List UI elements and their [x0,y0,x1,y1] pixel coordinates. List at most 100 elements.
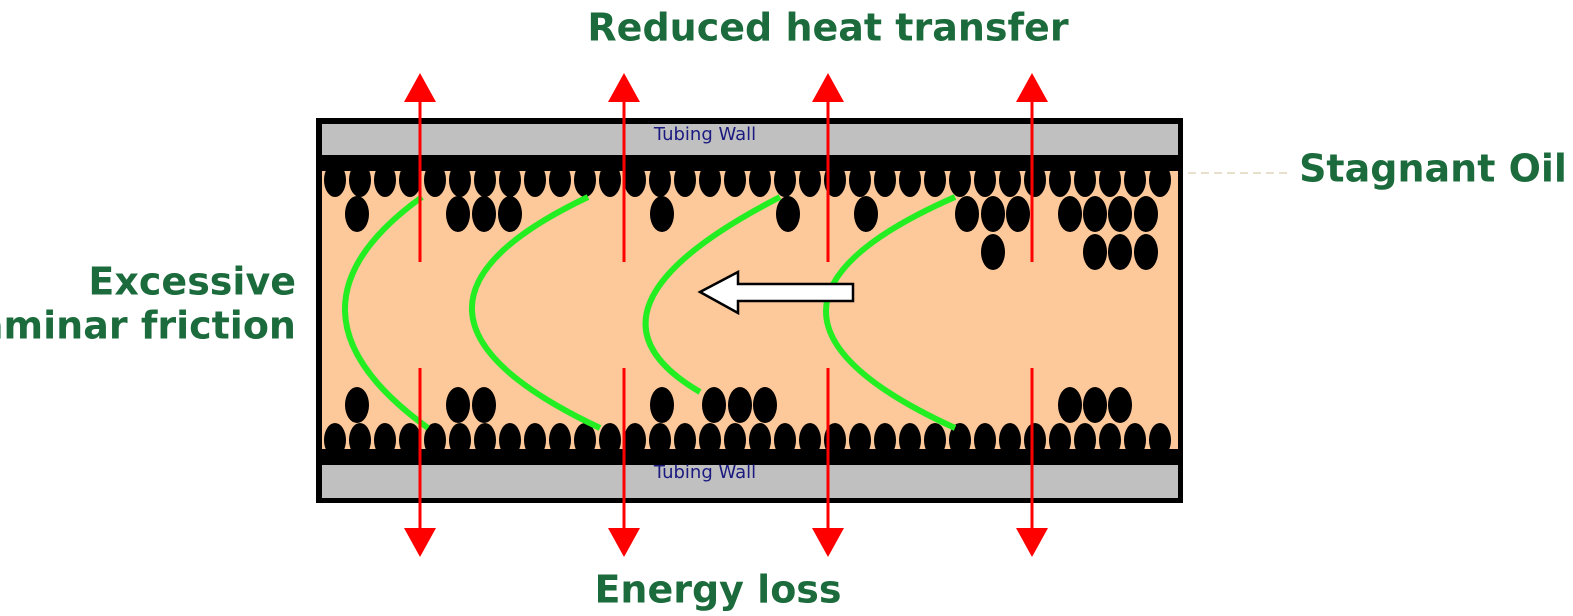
particle [624,163,646,197]
particle [324,423,346,457]
particle [324,163,346,197]
particle [474,423,496,457]
tubing-wall-top [322,124,1178,155]
particle [1134,196,1158,232]
particle [650,196,674,232]
particle [799,423,821,457]
tubing-wall-label: Tubing Wall [653,462,756,483]
particle [949,423,971,457]
particle [1083,234,1107,270]
particle [399,163,421,197]
particle [899,423,921,457]
particle [1124,423,1146,457]
particle [599,423,621,457]
particle [472,196,496,232]
particle [728,387,752,423]
particle [524,423,546,457]
particle [981,234,1005,270]
particle [1099,423,1121,457]
particle [472,387,496,423]
particle [374,423,396,457]
particle [674,423,696,457]
tubing-wall-bottom [322,465,1178,498]
particle [1108,387,1132,423]
particle [1024,423,1046,457]
particle [549,163,571,197]
particle [499,163,521,197]
left-label: Excessive [88,260,296,304]
particle [974,163,996,197]
stagnant-band-top [322,155,1178,171]
particle [749,163,771,197]
particle [974,423,996,457]
particle [424,423,446,457]
particle [624,423,646,457]
heat-arrow-head [608,528,640,557]
particle [549,423,571,457]
particle [1024,163,1046,197]
particle [924,163,946,197]
particle [1124,163,1146,197]
heat-arrow-head [812,73,844,102]
particle [1099,163,1121,197]
particle [854,196,878,232]
particle [1083,387,1107,423]
particle [874,423,896,457]
particle [349,163,371,197]
tubing-wall-label: Tubing Wall [653,124,756,145]
left-label: Laminar friction [0,304,296,348]
particle [449,163,471,197]
heat-arrow-head [404,73,436,102]
particle [649,423,671,457]
particle [649,163,671,197]
particle [874,163,896,197]
title: Reduced heat transfer [587,6,1068,50]
particle [1083,196,1107,232]
particle [699,163,721,197]
velocity-profile [642,194,782,395]
heat-arrow-head [812,528,844,557]
particle [849,423,871,457]
particle [999,423,1021,457]
particle [345,387,369,423]
particle [1058,387,1082,423]
particle [1134,234,1158,270]
particle [474,163,496,197]
particle [999,163,1021,197]
particle [449,423,471,457]
particle [349,423,371,457]
velocity-profile [342,194,430,431]
particle [650,387,674,423]
particle [1108,196,1132,232]
particle [599,163,621,197]
particle [424,163,446,197]
particle [774,163,796,197]
particle [749,423,771,457]
particle [724,423,746,457]
particle [399,423,421,457]
heat-arrow-head [608,73,640,102]
particle [699,423,721,457]
particle [955,196,979,232]
bottom-label: Energy loss [594,568,841,612]
particle [949,163,971,197]
particle [1074,423,1096,457]
heat-arrow-head [404,528,436,557]
particle [1006,196,1030,232]
particle [1108,234,1132,270]
particle [924,423,946,457]
particle [446,196,470,232]
particle [1074,163,1096,197]
particle [574,163,596,197]
right-label: Stagnant Oil [1299,147,1567,191]
stagnant-oil-particles [324,163,1171,457]
particle [1049,163,1071,197]
particle [776,196,800,232]
particle [774,423,796,457]
particle [498,196,522,232]
particle [574,423,596,457]
particle [674,163,696,197]
particle [1058,196,1082,232]
